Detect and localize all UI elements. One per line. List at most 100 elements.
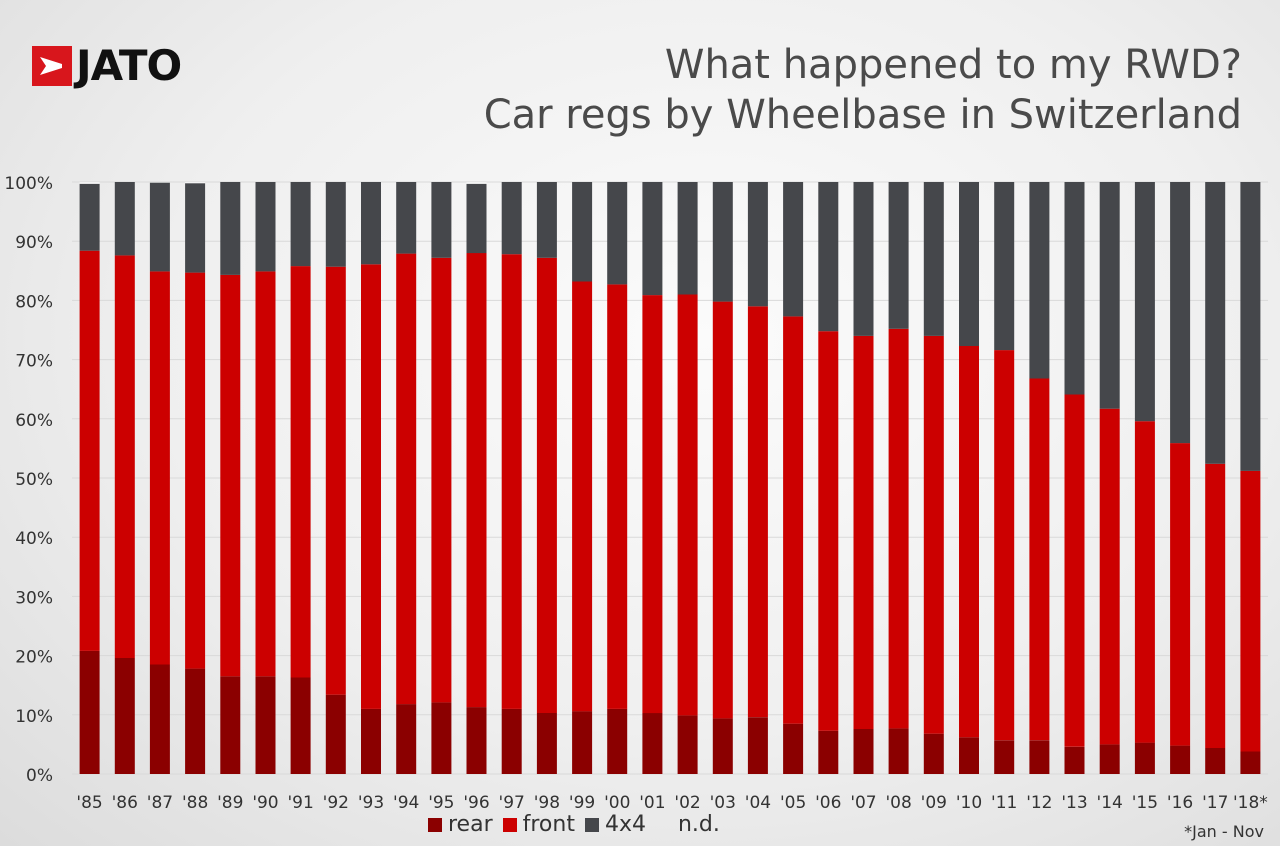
bar-segment-rear	[1134, 742, 1155, 774]
legend-item-4x4: 4x4	[584, 812, 646, 837]
y-tick-label: 100%	[4, 174, 53, 194]
bar-segment-rear	[923, 733, 944, 774]
bar-segment-nd	[79, 182, 100, 184]
jato-logo-mark-icon	[32, 46, 72, 86]
bar-segment-rear	[959, 737, 979, 774]
bar-segment-4x4	[572, 182, 593, 282]
legend-swatch-4x4	[584, 817, 599, 832]
y-tick-label: 60%	[15, 411, 53, 431]
bar-segment-4x4	[607, 182, 628, 285]
bar-segment-4x4	[255, 182, 276, 272]
x-tick-label: '10	[956, 793, 982, 813]
bar-segment-front	[536, 257, 557, 713]
bar-segment-4x4	[888, 182, 909, 329]
y-tick-label: 30%	[15, 588, 53, 608]
bar-segment-rear	[396, 704, 417, 774]
bar-segment-4x4	[1134, 182, 1155, 422]
bar-segment-front	[853, 335, 874, 729]
legend-label-front: front	[522, 812, 575, 837]
bar-segment-front	[431, 257, 452, 703]
bar-segment-front	[712, 301, 733, 719]
bar-segment-4x4	[712, 182, 733, 302]
bar-segment-front	[677, 294, 698, 716]
bar-segment-4x4	[1064, 182, 1085, 395]
bar-segment-front	[642, 295, 663, 714]
bar-segment-rear	[255, 676, 276, 774]
legend: rear front 4x4 n.d.	[428, 812, 730, 837]
bar-segment-front	[1240, 470, 1261, 752]
x-tick-label: '91	[287, 793, 313, 813]
legend-label-4x4: 4x4	[604, 812, 646, 837]
bar-segment-front	[396, 253, 417, 705]
bar-segment-rear	[185, 668, 206, 774]
bar-segment-front	[149, 271, 170, 665]
bar-segment-front	[290, 266, 311, 678]
bar-segment-rear	[1064, 746, 1085, 774]
x-tick-label: '90	[252, 793, 278, 813]
x-tick-label: '88	[182, 793, 208, 813]
bar-segment-rear	[325, 694, 346, 774]
bar-segment-4x4	[185, 183, 206, 273]
bar-segment-front	[1134, 421, 1155, 743]
x-tick-label: '85	[76, 793, 102, 813]
bar-segment-rear	[431, 702, 452, 774]
bar-segment-front	[1099, 408, 1120, 745]
bar-segment-rear	[783, 723, 804, 774]
bar-segment-4x4	[431, 182, 452, 258]
chart-title-line2: Car regs by Wheelbase in Switzerland	[483, 92, 1242, 138]
bar-segment-front	[959, 346, 979, 738]
bar-segment-4x4	[1029, 182, 1050, 379]
y-tick-label: 50%	[15, 470, 53, 490]
bar-segment-front	[501, 254, 522, 709]
legend-swatch-rear	[428, 817, 442, 832]
bar-segment-4x4	[923, 182, 944, 336]
bar-segment-rear	[677, 715, 698, 774]
x-tick-label: '12	[1026, 793, 1052, 813]
bar-segment-4x4	[1099, 182, 1120, 409]
legend-item-nd: n.d.	[678, 812, 720, 837]
x-tick-label: '96	[463, 793, 489, 813]
x-tick-label: '14	[1097, 793, 1123, 813]
bar-segment-front	[255, 271, 276, 677]
bar-segment-4x4	[361, 182, 381, 265]
bar-segment-front	[1029, 378, 1050, 741]
x-tick-label: '13	[1061, 793, 1087, 813]
bar-segment-front	[325, 266, 346, 695]
bar-segment-rear	[572, 711, 593, 774]
bar-segment-4x4	[1240, 182, 1261, 471]
bar-segment-4x4	[501, 182, 522, 255]
y-tick-label: 40%	[15, 529, 53, 549]
bar-segment-rear	[290, 677, 311, 774]
logo-text: JATO	[76, 41, 182, 90]
x-tick-label: '97	[499, 793, 525, 813]
bar-segment-4x4	[642, 182, 663, 296]
bar-segment-4x4	[1170, 182, 1191, 444]
bar-segment-rear	[888, 728, 909, 774]
bar-segment-front	[361, 264, 381, 709]
x-tick-label: '86	[112, 793, 138, 813]
bar-segment-4x4	[853, 182, 874, 336]
bar-segment-rear	[1205, 748, 1226, 774]
bar-segment-front	[607, 284, 628, 709]
y-tick-label: 80%	[15, 292, 53, 312]
x-tick-label: '18*	[1233, 793, 1268, 813]
bar-segment-front	[818, 331, 839, 731]
x-tick-label: '89	[217, 793, 243, 813]
bar-segment-front	[888, 328, 909, 729]
x-tick-label: '05	[780, 793, 806, 813]
bar-segment-4x4	[396, 182, 417, 254]
bar-segment-nd	[149, 182, 170, 183]
bar-segment-4x4	[783, 182, 804, 317]
x-tick-label: '87	[147, 793, 173, 813]
bar-segment-rear	[1240, 751, 1261, 774]
jato-logo: JATO	[32, 41, 182, 90]
bar-segment-4x4	[818, 182, 839, 332]
x-tick-label: '00	[604, 793, 630, 813]
bar-segment-4x4	[466, 183, 487, 254]
x-tick-label: '92	[323, 793, 349, 813]
bar-segment-rear	[747, 717, 768, 774]
bar-segment-rear	[1170, 745, 1191, 774]
bar-segment-rear	[501, 708, 522, 774]
x-tick-label: '99	[569, 793, 595, 813]
